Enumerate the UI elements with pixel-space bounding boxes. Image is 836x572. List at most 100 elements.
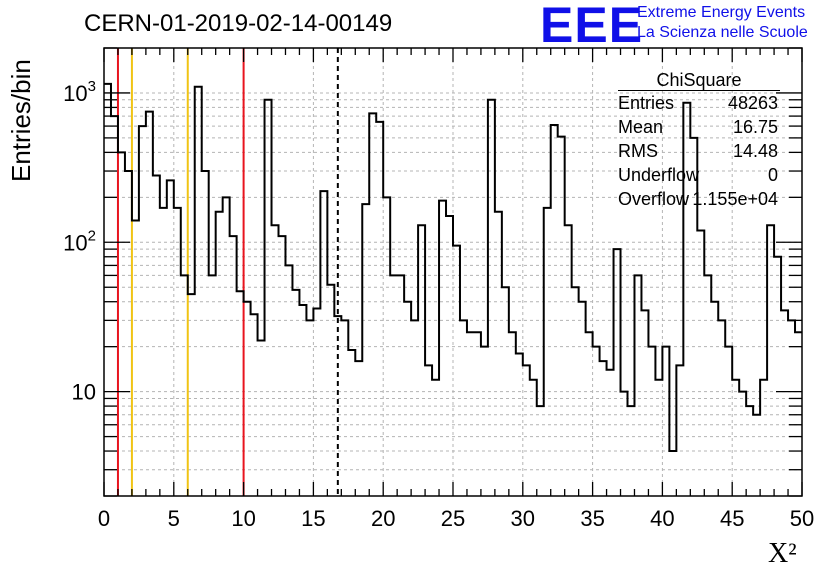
histogram-bin: [272, 225, 279, 496]
histogram-bin: [202, 171, 209, 496]
x-tick-label: 10: [231, 506, 255, 531]
histogram-bin: [279, 236, 286, 496]
histogram-bin: [662, 347, 669, 496]
histogram-bin: [327, 285, 334, 496]
x-tick-label: 15: [301, 506, 325, 531]
histogram-bin: [593, 347, 600, 496]
histogram-bin: [258, 340, 265, 496]
histogram-bin: [146, 112, 153, 496]
y-tick-label: 10: [72, 380, 96, 405]
histogram-bin: [697, 230, 704, 496]
stats-row: Mean 16.75: [612, 115, 780, 139]
histogram-bin: [404, 302, 411, 496]
stats-box: ChiSquare Entries 48263 Mean 16.75 RMS 1…: [612, 70, 780, 211]
histogram-bin: [390, 275, 397, 496]
stats-row: RMS 14.48: [612, 139, 780, 163]
x-tick-label: 20: [371, 506, 395, 531]
histogram-bin: [579, 302, 586, 496]
histogram-bin: [432, 380, 439, 496]
logo-caption-line1: Extreme Energy Events: [637, 4, 806, 21]
x-tick-label: 45: [720, 506, 744, 531]
histogram-bin: [104, 84, 111, 496]
histogram-bin: [348, 350, 355, 496]
chart-title: CERN-01-2019-02-14-00149: [84, 10, 393, 37]
histogram-bin: [362, 204, 369, 496]
histogram-bin: [600, 361, 607, 496]
histogram-bin: [320, 191, 327, 496]
histogram-bin: [216, 212, 223, 496]
y-tick-exponent: 2: [88, 227, 96, 244]
histogram-bin: [614, 249, 621, 496]
histogram-bin: [188, 294, 195, 496]
histogram-bin: [641, 310, 648, 496]
histogram-bin: [621, 392, 628, 496]
histogram-bin: [558, 137, 565, 496]
y-tick-label: 102: [63, 227, 96, 255]
histogram-bin: [565, 225, 572, 496]
histogram-bin: [767, 225, 774, 496]
x-tick-label: 5: [168, 506, 180, 531]
histogram-bin: [195, 87, 202, 496]
histogram-bin: [313, 309, 320, 496]
histogram-bin: [418, 225, 425, 496]
histogram-bin: [676, 365, 683, 496]
stats-key: RMS: [618, 141, 658, 161]
histogram-bin: [167, 180, 174, 496]
histogram-bin: [265, 100, 272, 496]
histogram-bin: [446, 216, 453, 496]
x-tick-label: 50: [790, 506, 814, 531]
histogram-bin: [355, 361, 362, 496]
histogram-bin: [760, 380, 767, 496]
histogram-bin: [209, 275, 216, 496]
histogram-bin: [732, 380, 739, 496]
histogram-bin: [139, 126, 146, 496]
x-tick-label: 25: [441, 506, 465, 531]
histogram-bin: [285, 265, 292, 496]
histogram-bin: [607, 370, 614, 496]
histogram-bin: [725, 347, 732, 496]
histogram-bin: [781, 310, 788, 496]
histogram-bin: [244, 302, 251, 496]
histogram-bin: [628, 406, 635, 496]
histogram-bin: [572, 287, 579, 496]
histogram-bin: [251, 314, 258, 496]
histogram-bin: [453, 246, 460, 496]
stats-key: Entries: [618, 93, 675, 113]
histogram-bin: [711, 302, 718, 496]
x-tick-label: 0: [98, 506, 110, 531]
histogram-bin: [439, 201, 446, 496]
stats-value: 14.48: [732, 141, 778, 161]
histogram-bin: [111, 116, 118, 496]
histogram-bin: [306, 320, 313, 496]
histogram-bin: [334, 316, 341, 496]
histogram-bin: [376, 122, 383, 496]
histogram-bin: [634, 275, 641, 496]
histogram-bin: [746, 406, 753, 496]
histogram-bin: [551, 125, 558, 496]
histogram-bin: [481, 347, 488, 496]
reference-lines: [116, 48, 339, 496]
histogram-bin: [292, 290, 299, 496]
stats-key: Mean: [618, 117, 664, 137]
histogram-bin: [488, 100, 495, 496]
histogram-outline: [104, 82, 802, 453]
histogram-bin: [383, 197, 390, 496]
stats-row: Underflow 0: [612, 163, 780, 187]
histogram-bin: [160, 208, 167, 496]
histogram-bin: [537, 406, 544, 496]
histogram-bin: [530, 380, 537, 496]
histogram-bin: [495, 212, 502, 496]
stats-value: 16.75: [732, 117, 778, 137]
histogram-series: [104, 82, 802, 496]
histogram-bin: [669, 451, 676, 496]
logo-caption-line2: La Scienza nelle Scuole: [637, 24, 808, 41]
stats-value: 48263: [727, 93, 778, 113]
histogram-bin: [753, 415, 760, 496]
histogram-bin: [369, 113, 376, 496]
histogram-bin: [467, 332, 474, 496]
x-axis-label: X²: [768, 538, 797, 569]
histogram-bin: [425, 365, 432, 496]
